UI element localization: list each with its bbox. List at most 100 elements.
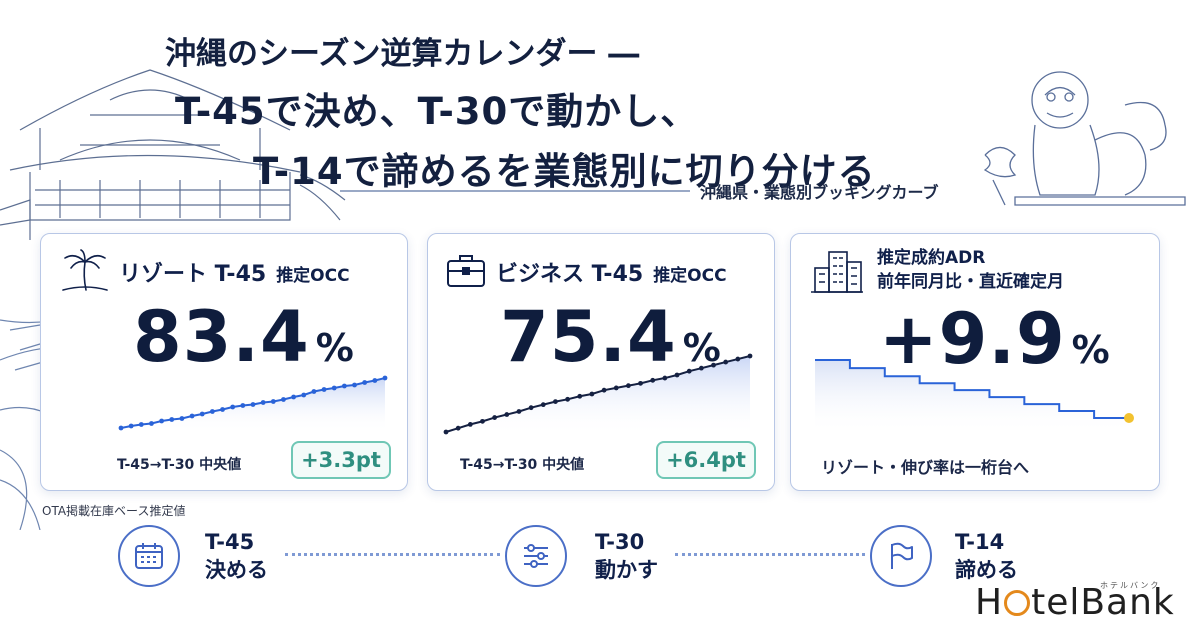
resort-curve-point [291,394,297,400]
source-note: OTA掲載在庫ベース推定値 [42,504,186,518]
timeline-step-1-action: 決める [205,558,268,582]
resort-curve-point [250,402,256,407]
business-curve-point [553,399,558,404]
resort-curve-point [220,407,225,412]
business-curve-point [480,418,485,424]
headline-line-2: T-45で決め、T-30で動かし、 [175,90,699,133]
adr-card-caption: 前年同月比・直近確定月 [877,272,1064,292]
adr-unit: % [1071,328,1111,372]
resort-card: リゾート T-45 推定OCC 83.4% T-45→T-30 中央値 +3.3… [40,233,408,491]
business-curve-point [577,393,583,399]
adr-step-line [815,359,1129,419]
resort-curve-point [149,421,154,426]
business-curve-point [711,362,716,368]
resort-curve-point [341,383,347,389]
adr-card: 推定成約ADR 前年同月比・直近確定月 +9.9% リゾート・伸び率は一桁台へ [790,233,1160,491]
resort-curve-point [270,399,276,404]
business-curve-point [662,375,668,381]
briefcase-icon [447,255,485,287]
sliders-icon [524,544,548,568]
business-curve-point [504,412,510,417]
business-curve-point [601,387,607,393]
resort-curve-point [352,382,357,388]
resort-curve-point [179,416,185,421]
resort-curve-point [240,403,246,408]
calendar-icon [135,543,163,569]
resort-curve-point [230,404,236,410]
business-curve-point [516,409,522,414]
business-curve-point [613,385,619,391]
business-booking-curve [443,353,753,436]
business-card-title: ビジネス T-45 [496,262,644,287]
business-curve-point [492,415,498,420]
resort-occ-value: 83.4% [133,296,355,378]
subtitle: 沖縄県・業態別ブッキングカーブ [700,183,939,202]
business-occ-number: 75.4 [500,296,677,378]
timeline-step-3: T-14 諦める [955,528,1018,584]
resort-curve-point [311,389,317,394]
flag-icon [891,542,913,569]
brand-name-start: H [975,582,1004,623]
resort-occ-number: 83.4 [133,296,310,378]
business-occ-unit: % [682,326,722,370]
business-curve-point [565,396,570,402]
business-curve-point [686,368,692,374]
business-curve-point [540,402,546,408]
resort-metric-name: 推定OCC [276,266,350,286]
business-curve-point [674,372,680,378]
headline: 沖縄のシーズン逆算カレンダー ― T-45で決め、T-30で動かし、 T-14で… [165,28,925,195]
resort-delta-badge: +3.3pt [291,441,391,479]
adr-value: +9.9% [879,298,1111,380]
business-curve-point [443,429,449,435]
business-range-label: T-45→T-30 中央値 [460,457,585,473]
adr-card-header: 推定成約ADR 前年同月比・直近確定月 [877,246,1064,294]
adr-step-area [815,360,1129,434]
timeline-step-1-code: T-45 [205,530,255,554]
business-curve-point [735,356,741,362]
business-curve-point [698,365,704,371]
resort-card-header: リゾート T-45 推定OCC [119,256,350,288]
resort-curve-point [260,400,266,405]
adr-step-end-dot [1124,413,1134,423]
resort-curve-point [331,385,337,391]
business-curve-point [467,422,473,427]
timeline-connector-1 [285,553,500,556]
adr-card-title: 推定成約ADR [877,248,986,268]
resort-curve-point [169,417,175,422]
business-curve-point [638,380,643,386]
business-delta-badge: +6.4pt [656,441,756,479]
adr-step-curve [815,359,1134,434]
resort-booking-curve [118,375,388,432]
business-curve-point [455,425,461,431]
palm-icon [62,249,108,291]
resort-curve-point [362,380,368,385]
resort-curve-point [372,378,378,383]
resort-curve-point [138,422,144,427]
resort-curve-point [301,392,307,398]
resort-range-label: T-45→T-30 中央値 [117,457,242,473]
adr-number: +9.9 [879,298,1066,380]
resort-curve-point [128,423,134,429]
brand-kana: ホテルバンク [1100,581,1161,590]
business-occ-value: 75.4% [500,296,722,378]
timeline-step-2-icon-wrap [505,525,567,587]
subtitle-rule [340,190,690,192]
business-curve-point [747,353,753,359]
headline-line-3: T-14で諦めるを業態別に切り分ける [253,150,876,193]
resort-curve-point [189,413,195,419]
brand-o-mark [1004,590,1031,616]
timeline-step-3-icon-wrap [870,525,932,587]
business-curve-point [723,359,729,365]
business-curve-point [528,405,534,411]
timeline-step-2: T-30 動かす [595,528,658,584]
headline-line-1: 沖縄のシーズン逆算カレンダー ― [165,36,640,72]
timeline-step-2-code: T-30 [595,530,645,554]
resort-card-title: リゾート T-45 [119,262,267,287]
resort-curve-point [159,418,165,424]
brand-name-end: telBank [1031,582,1175,623]
resort-curve-point [382,375,388,381]
business-curve-point [626,383,631,389]
resort-curve-point [118,425,124,431]
resort-curve-point [281,397,286,402]
